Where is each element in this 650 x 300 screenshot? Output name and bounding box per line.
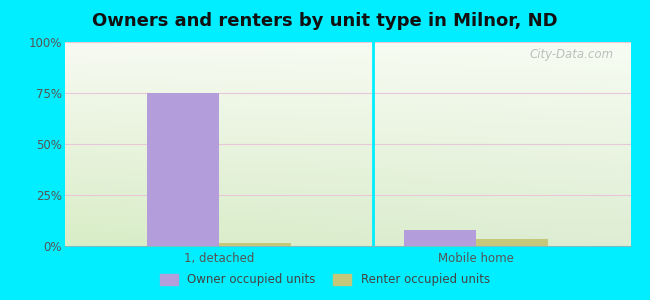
Text: City-Data.com: City-Data.com [529,48,614,61]
Bar [476,239,548,246]
Text: Owners and renters by unit type in Milnor, ND: Owners and renters by unit type in Milno… [92,12,558,30]
Bar [148,93,219,246]
Bar [404,230,476,246]
Bar [219,243,291,246]
Legend: Owner occupied units, Renter occupied units: Owner occupied units, Renter occupied un… [155,269,495,291]
